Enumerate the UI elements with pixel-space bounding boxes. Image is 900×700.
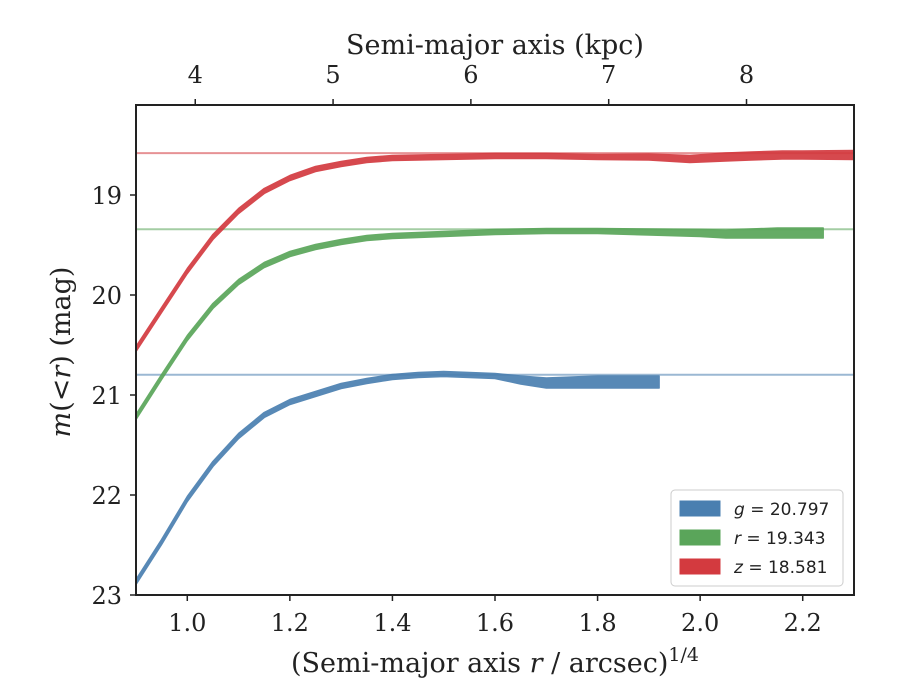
- series-r: [135, 227, 854, 421]
- top-tick-label: 7: [601, 61, 616, 89]
- legend-label-g: g = 20.797: [734, 500, 829, 520]
- top-axis-title: Semi-major axis (kpc): [346, 30, 644, 61]
- legend-swatch-g: [679, 500, 721, 517]
- top-tick-label: 5: [325, 61, 340, 89]
- series-g-band: [135, 370, 660, 586]
- y-tick-label: 20: [91, 282, 122, 310]
- legend: g = 20.797 r = 19.343 z = 18.581: [670, 489, 844, 587]
- y-tick-label: 19: [91, 182, 122, 210]
- y-axis-ticks: 19 20 21 22 23: [91, 182, 136, 610]
- x-tick-label: 1.8: [578, 609, 616, 637]
- series-g: [135, 370, 854, 586]
- top-axis-ticks: 4 5 6 7 8: [188, 61, 754, 105]
- x-axis-title: (Semi-major axis r / arcsec)1/4: [291, 644, 699, 679]
- top-tick-label: 4: [188, 61, 203, 89]
- legend-swatch-z: [679, 558, 721, 575]
- x-tick-label: 2.0: [681, 609, 719, 637]
- series-r-band: [135, 227, 824, 421]
- y-tick-label: 21: [91, 382, 122, 410]
- x-tick-label: 1.4: [373, 609, 411, 637]
- y-axis-title: m(<r) (mag): [46, 267, 77, 438]
- top-tick-label: 6: [463, 61, 478, 89]
- x-tick-label: 2.2: [784, 609, 822, 637]
- top-tick-label: 8: [739, 61, 754, 89]
- y-tick-label: 23: [91, 582, 122, 610]
- x-tick-label: 1.0: [168, 609, 206, 637]
- x-axis-ticks: 1.0 1.2 1.4 1.6 1.8 2.0 2.2: [168, 595, 822, 637]
- legend-swatch-r: [679, 529, 721, 546]
- x-tick-label: 1.6: [476, 609, 514, 637]
- legend-label-z: z = 18.581: [733, 558, 827, 578]
- x-tick-label: 1.2: [271, 609, 309, 637]
- legend-label-r: r = 19.343: [734, 529, 826, 549]
- y-tick-label: 22: [91, 482, 122, 510]
